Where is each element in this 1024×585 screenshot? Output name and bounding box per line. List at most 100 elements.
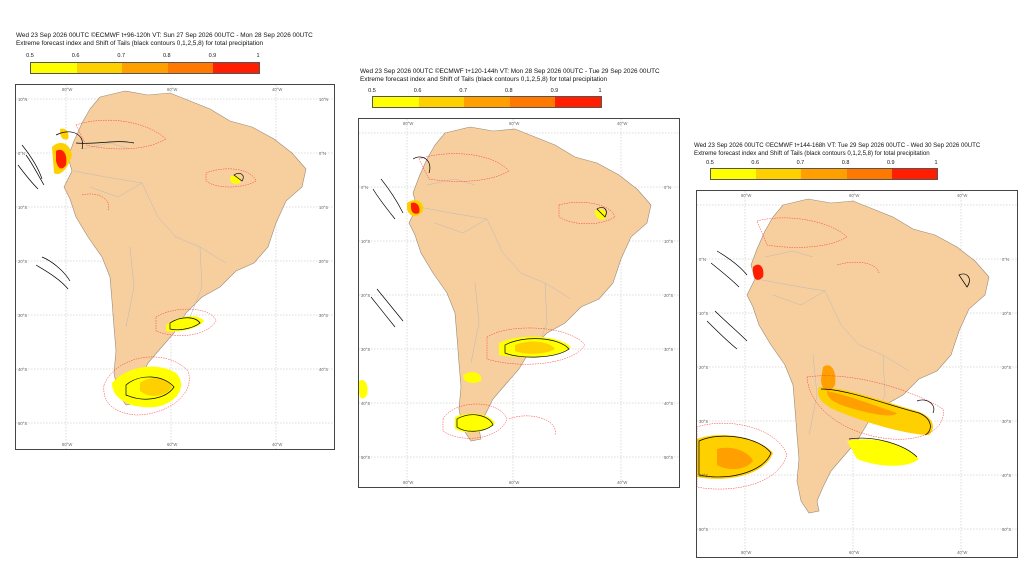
efi-shading xyxy=(359,200,607,433)
legend-swatch xyxy=(555,97,601,107)
lat-label: 10°S xyxy=(1002,311,1011,316)
legend-tick: 0.6 xyxy=(751,160,760,166)
lat-label: 30°S xyxy=(664,347,673,352)
lat-label: 40°S xyxy=(18,367,27,372)
legend-tick: 0.5 xyxy=(26,53,34,59)
lon-label: 80°W xyxy=(62,442,72,447)
lon-label: 40°W xyxy=(272,87,282,92)
panel-2-map-svg: 80°W 60°W 40°W 80°W 60°W 40°W 0°N 10°S 2… xyxy=(359,119,679,487)
legend-swatch xyxy=(418,97,465,107)
legend-swatch xyxy=(711,169,757,179)
efi-dashed-contours xyxy=(697,217,944,490)
lon-label: 80°W xyxy=(403,480,413,485)
legend-tick: 0.7 xyxy=(117,53,126,59)
lon-label: 80°W xyxy=(62,87,72,92)
panel-2-title: Wed 23 Sep 2026 00UTC ©ECMWF t+120-144h … xyxy=(360,68,660,84)
panel-2-title-line1: Wed 23 Sep 2026 00UTC ©ECMWF t+120-144h … xyxy=(360,68,660,75)
legend-tick: 0.9 xyxy=(208,53,217,59)
legend-tick: 0.5 xyxy=(368,88,376,94)
sot-contours xyxy=(17,131,244,400)
panel-1-map-svg: 80°W 60°W 40°W 80°W 60°W 40°W 10°N 0°N 1… xyxy=(16,85,334,449)
lat-label: 10°N xyxy=(18,97,27,102)
panel-2-color-legend xyxy=(372,96,602,108)
lon-label: 60°W xyxy=(849,193,859,198)
lat-label: 20°S xyxy=(1002,365,1011,370)
lat-label: 40°S xyxy=(699,473,708,478)
lat-label: 30°S xyxy=(1002,419,1011,424)
legend-swatch xyxy=(891,169,937,179)
panel-3-title-line2: Extreme forecast index and Shift of Tail… xyxy=(694,150,930,157)
map-panel-2: Wed 23 Sep 2026 00UTC ©ECMWF t+120-144h … xyxy=(340,0,680,490)
lat-label: 50°S xyxy=(361,455,370,460)
panel-3-map: 80°W 60°W 40°W 80°W 60°W 40°W 0°N 10°S 2… xyxy=(696,190,1018,558)
lon-label: 40°W xyxy=(617,121,627,126)
lat-label: 10°S xyxy=(664,239,673,244)
legend-swatch xyxy=(846,169,892,179)
lat-label: 40°S xyxy=(361,401,370,406)
lon-label: 40°W xyxy=(957,550,967,555)
lat-label: 0°N xyxy=(361,185,368,190)
lat-label: 20°S xyxy=(319,259,328,264)
panel-2-map: 80°W 60°W 40°W 80°W 60°W 40°W 0°N 10°S 2… xyxy=(358,118,680,488)
panel-2-title-line2: Extreme forecast index and Shift of Tail… xyxy=(360,76,608,83)
panel-1-color-legend xyxy=(30,62,260,74)
lat-label: 0°N xyxy=(699,257,706,262)
map-panel-1: Wed 23 Sep 2026 00UTC ©ECMWF t+96-120h V… xyxy=(0,0,340,460)
legend-swatch xyxy=(76,63,123,73)
lat-label: 30°S xyxy=(319,313,328,318)
sot-contours xyxy=(698,250,970,478)
legend-tick: 0.5 xyxy=(706,160,714,166)
legend-tick: 0.8 xyxy=(162,53,171,59)
legend-tick: 0.7 xyxy=(459,88,468,94)
lon-label: 40°W xyxy=(272,442,282,447)
panel-3-map-svg: 80°W 60°W 40°W 80°W 60°W 40°W 0°N 10°S 2… xyxy=(697,191,1017,557)
lat-label: 50°S xyxy=(18,421,27,426)
lon-label: 60°W xyxy=(509,121,519,126)
lat-label: 10°N xyxy=(319,97,328,102)
efi-dashed-contours xyxy=(418,153,616,439)
panel-1-title-line2: Extreme forecast index and Shift of Tail… xyxy=(16,40,264,47)
lat-label: 50°S xyxy=(664,455,673,460)
panel-1-title-line1: Wed 23 Sep 2026 00UTC ©ECMWF t+96-120h V… xyxy=(16,32,313,39)
lon-label: 40°W xyxy=(617,480,627,485)
lat-label: 0°N xyxy=(319,151,326,156)
lat-label: 40°S xyxy=(664,401,673,406)
panel-3-title: Wed 23 Sep 2026 00UTC ©ECMWF t+144-168h … xyxy=(694,142,980,158)
efi-dashed-contours xyxy=(75,119,257,416)
legend-tick: 0.9 xyxy=(886,160,895,166)
panel-3-legend-ticks: 0.5 0.6 0.7 0.8 0.9 1 xyxy=(706,160,938,168)
lat-label: 20°S xyxy=(361,293,370,298)
efi-shading xyxy=(52,128,241,408)
legend-swatch xyxy=(801,169,847,179)
legend-tick: 0.8 xyxy=(504,88,513,94)
panel-2-legend-ticks: 0.5 0.6 0.7 0.8 0.9 1 xyxy=(368,88,601,96)
legend-swatch xyxy=(373,97,419,107)
lat-label: 20°S xyxy=(664,293,673,298)
lat-label: 20°S xyxy=(18,259,27,264)
legend-swatch xyxy=(122,63,168,73)
lon-label: 80°W xyxy=(403,121,413,126)
lat-label: 10°S xyxy=(18,205,27,210)
panel-3-title-line1: Wed 23 Sep 2026 00UTC ©ECMWF t+144-168h … xyxy=(694,142,981,149)
lon-label: 60°W xyxy=(849,550,859,555)
lat-label: 0°N xyxy=(1002,257,1009,262)
lon-label: 60°W xyxy=(167,442,177,447)
lat-label: 0°N xyxy=(18,151,25,156)
lon-label: 80°W xyxy=(741,193,751,198)
lat-label: 30°S xyxy=(361,347,370,352)
panel-1-legend-ticks: 0.5 0.6 0.7 0.8 0.9 1 xyxy=(26,53,259,61)
lat-label: 30°S xyxy=(18,313,27,318)
map-tick-labels: 80°W 60°W 40°W 80°W 60°W 40°W 10°N 0°N 1… xyxy=(18,87,328,447)
legend-tick: 0.6 xyxy=(71,53,80,59)
lon-label: 40°W xyxy=(957,193,967,198)
lat-label: 10°S xyxy=(361,239,370,244)
lon-label: 60°W xyxy=(509,480,519,485)
legend-tick: 0.8 xyxy=(841,160,850,166)
legend-swatch xyxy=(213,63,259,73)
lat-label: 50°S xyxy=(1002,527,1011,532)
lat-label: 10°S xyxy=(699,311,708,316)
legend-swatch xyxy=(464,97,510,107)
lon-label: 80°W xyxy=(741,550,751,555)
map-tick-labels: 80°W 60°W 40°W 80°W 60°W 40°W 0°N 10°S 2… xyxy=(361,121,673,485)
legend-tick: 1 xyxy=(934,160,938,166)
